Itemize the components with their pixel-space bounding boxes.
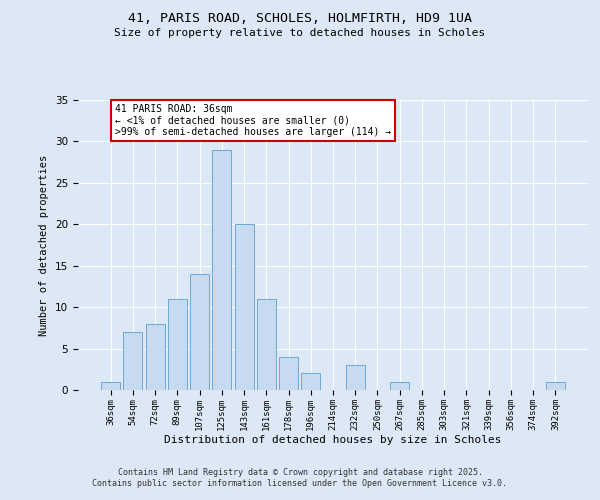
Bar [346, 365, 365, 390]
Bar [212, 150, 231, 390]
Bar [168, 299, 187, 390]
Text: 41, PARIS ROAD, SCHOLES, HOLMFIRTH, HD9 1UA: 41, PARIS ROAD, SCHOLES, HOLMFIRTH, HD9 … [128, 12, 472, 26]
Text: Contains HM Land Registry data © Crown copyright and database right 2025.
Contai: Contains HM Land Registry data © Crown c… [92, 468, 508, 487]
Bar [124, 332, 142, 390]
Bar [190, 274, 209, 390]
Text: 41 PARIS ROAD: 36sqm
← <1% of detached houses are smaller (0)
>99% of semi-detac: 41 PARIS ROAD: 36sqm ← <1% of detached h… [115, 104, 391, 138]
Bar [390, 382, 409, 390]
Bar [546, 382, 565, 390]
Bar [301, 374, 320, 390]
Bar [146, 324, 164, 390]
Bar [257, 299, 276, 390]
Bar [101, 382, 120, 390]
Y-axis label: Number of detached properties: Number of detached properties [40, 154, 49, 336]
X-axis label: Distribution of detached houses by size in Scholes: Distribution of detached houses by size … [164, 436, 502, 446]
Bar [279, 357, 298, 390]
Text: Size of property relative to detached houses in Scholes: Size of property relative to detached ho… [115, 28, 485, 38]
Bar [235, 224, 254, 390]
